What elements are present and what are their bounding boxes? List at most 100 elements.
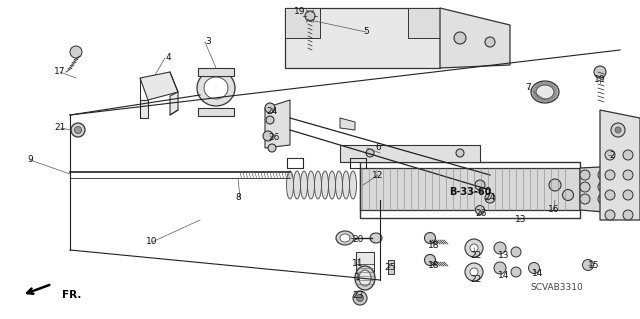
- Text: 4: 4: [165, 54, 171, 63]
- Circle shape: [529, 263, 540, 273]
- Text: 19: 19: [294, 8, 306, 17]
- Circle shape: [70, 46, 82, 58]
- Text: 14: 14: [532, 270, 544, 278]
- Circle shape: [305, 11, 315, 21]
- Text: 13: 13: [499, 250, 509, 259]
- Circle shape: [594, 66, 606, 78]
- Circle shape: [465, 239, 483, 257]
- Text: 13: 13: [515, 216, 527, 225]
- Polygon shape: [340, 145, 480, 162]
- Polygon shape: [140, 100, 148, 118]
- Ellipse shape: [370, 233, 382, 243]
- Circle shape: [475, 180, 485, 190]
- Text: B-33-60: B-33-60: [449, 187, 491, 197]
- Bar: [198, 68, 234, 76]
- Polygon shape: [265, 100, 290, 148]
- Ellipse shape: [335, 171, 342, 199]
- Circle shape: [580, 170, 590, 180]
- Text: 21: 21: [54, 123, 66, 132]
- Text: 3: 3: [205, 38, 211, 47]
- Polygon shape: [170, 92, 178, 115]
- Ellipse shape: [349, 171, 356, 199]
- Ellipse shape: [536, 85, 554, 99]
- Polygon shape: [440, 8, 510, 68]
- Circle shape: [598, 194, 608, 204]
- Ellipse shape: [359, 270, 371, 286]
- Text: 18: 18: [428, 241, 440, 249]
- Text: 25: 25: [384, 263, 396, 272]
- Circle shape: [549, 179, 561, 191]
- Ellipse shape: [307, 171, 314, 199]
- Text: 14: 14: [499, 271, 509, 279]
- Circle shape: [424, 233, 435, 243]
- Ellipse shape: [204, 77, 228, 99]
- Circle shape: [611, 123, 625, 137]
- Circle shape: [454, 32, 466, 44]
- Ellipse shape: [294, 171, 301, 199]
- Text: 26: 26: [268, 133, 280, 143]
- Circle shape: [511, 267, 521, 277]
- Circle shape: [456, 149, 464, 157]
- Circle shape: [623, 170, 633, 180]
- Text: 17: 17: [54, 68, 66, 77]
- Polygon shape: [340, 118, 355, 130]
- Text: SCVAB3310: SCVAB3310: [530, 284, 583, 293]
- Text: 2: 2: [609, 151, 615, 160]
- Text: 18: 18: [428, 261, 440, 270]
- Polygon shape: [580, 165, 640, 215]
- Text: 12: 12: [372, 170, 384, 180]
- Circle shape: [494, 242, 506, 254]
- Circle shape: [470, 244, 478, 252]
- Text: FR.: FR.: [62, 290, 81, 300]
- Circle shape: [598, 170, 608, 180]
- Circle shape: [605, 150, 615, 160]
- Circle shape: [74, 127, 81, 133]
- Circle shape: [623, 190, 633, 200]
- Text: 23: 23: [352, 292, 364, 300]
- Circle shape: [623, 150, 633, 160]
- Text: 26: 26: [476, 209, 486, 218]
- Circle shape: [623, 210, 633, 220]
- Bar: [356, 252, 374, 274]
- Bar: [388, 260, 394, 274]
- Circle shape: [615, 127, 621, 133]
- Circle shape: [485, 193, 495, 203]
- Circle shape: [476, 205, 484, 214]
- Circle shape: [71, 123, 85, 137]
- Circle shape: [494, 262, 506, 274]
- Ellipse shape: [342, 171, 349, 199]
- Text: 20: 20: [352, 235, 364, 244]
- Ellipse shape: [531, 81, 559, 103]
- Ellipse shape: [197, 70, 235, 106]
- Text: 24: 24: [484, 194, 495, 203]
- Polygon shape: [408, 8, 440, 38]
- Polygon shape: [285, 8, 440, 68]
- Circle shape: [598, 182, 608, 192]
- Circle shape: [582, 259, 593, 271]
- Circle shape: [266, 116, 274, 124]
- Bar: [198, 108, 234, 116]
- Text: 22: 22: [470, 276, 482, 285]
- Circle shape: [424, 255, 435, 265]
- Circle shape: [580, 182, 590, 192]
- Circle shape: [263, 131, 273, 141]
- Circle shape: [580, 194, 590, 204]
- Text: 11: 11: [352, 258, 364, 268]
- Ellipse shape: [355, 266, 375, 290]
- Circle shape: [605, 170, 615, 180]
- Polygon shape: [285, 8, 320, 38]
- Ellipse shape: [301, 171, 307, 199]
- Text: 5: 5: [363, 27, 369, 36]
- Text: 1: 1: [355, 273, 361, 283]
- Circle shape: [353, 291, 367, 305]
- Text: 19: 19: [595, 76, 605, 85]
- Circle shape: [485, 37, 495, 47]
- Ellipse shape: [287, 171, 294, 199]
- Text: 6: 6: [375, 144, 381, 152]
- Circle shape: [511, 247, 521, 257]
- Polygon shape: [600, 110, 640, 220]
- Circle shape: [605, 190, 615, 200]
- Text: 15: 15: [588, 261, 600, 270]
- Text: 24: 24: [266, 108, 278, 116]
- Polygon shape: [360, 168, 580, 210]
